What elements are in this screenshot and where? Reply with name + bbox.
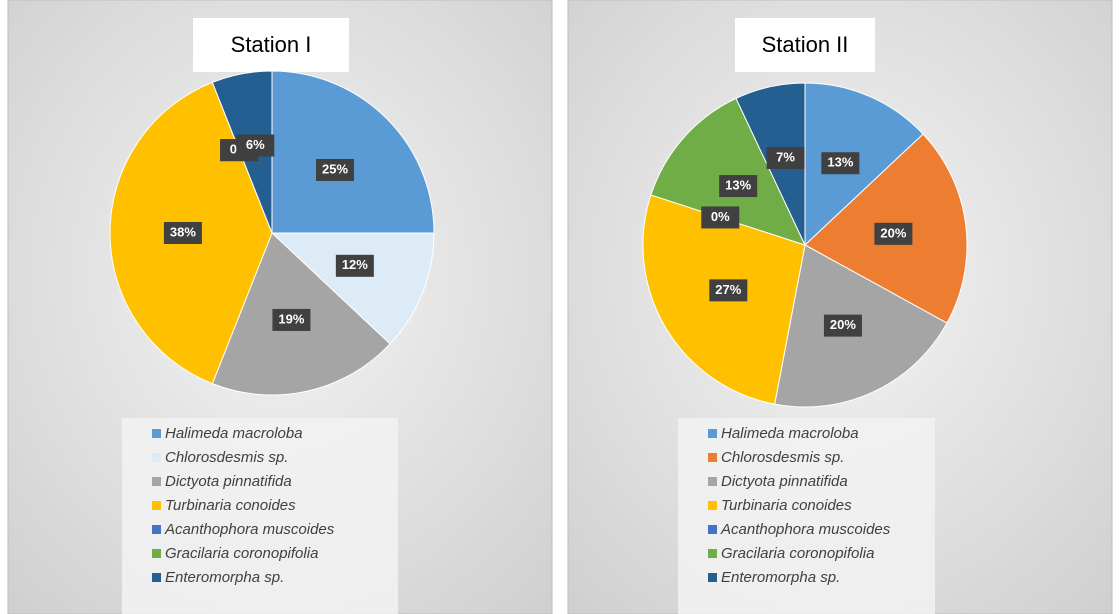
title-box xyxy=(735,18,875,72)
data-label-box xyxy=(272,308,311,331)
pie-slice xyxy=(270,232,435,345)
data-label-box xyxy=(701,206,740,229)
chart-title: Station I xyxy=(231,32,312,57)
data-label: 7% xyxy=(776,149,795,164)
data-label-box xyxy=(766,147,805,170)
data-label-box xyxy=(821,152,860,175)
legend-swatch xyxy=(708,477,717,486)
data-label-box xyxy=(719,175,758,198)
data-label: 25% xyxy=(322,161,348,176)
legend-label: Halimeda macroloba xyxy=(721,425,859,442)
legend-swatch xyxy=(152,429,161,438)
legend-label: Halimeda macroloba xyxy=(165,425,303,442)
legend-swatch xyxy=(708,453,717,462)
data-label: 6% xyxy=(246,137,265,152)
title-box xyxy=(193,18,349,72)
legend-swatch xyxy=(152,477,161,486)
legend-label: Gracilaria coronopifolia xyxy=(721,545,874,562)
legend-swatch xyxy=(152,525,161,534)
data-label-box xyxy=(874,222,913,245)
pie-slice xyxy=(271,70,435,234)
legend-label: Enteromorpha sp. xyxy=(165,569,284,586)
legend-label: Dictyota pinnatifida xyxy=(721,473,848,490)
legend-label: Turbinaria conoides xyxy=(721,497,852,514)
legend-label: Dictyota pinnatifida xyxy=(165,473,292,490)
legend-label: Enteromorpha sp. xyxy=(721,569,840,586)
data-label: 13% xyxy=(827,155,853,170)
data-label: 12% xyxy=(342,257,368,272)
legend-swatch xyxy=(708,429,717,438)
data-label: 38% xyxy=(170,224,196,239)
legend-swatch xyxy=(708,573,717,582)
legend-swatch xyxy=(708,525,717,534)
data-label-box xyxy=(709,279,748,302)
data-label-box xyxy=(163,222,202,244)
legend-swatch xyxy=(152,549,161,558)
data-label-box xyxy=(335,254,374,277)
legend-label: Chlorosdesmis sp. xyxy=(165,449,288,466)
legend-box xyxy=(122,418,398,614)
legend-label: Acanthophora muscoides xyxy=(164,521,335,538)
data-label: 20% xyxy=(830,317,856,332)
data-label: 0% xyxy=(711,209,730,224)
data-label-box xyxy=(236,134,275,157)
legend-label: Gracilaria coronopifolia xyxy=(165,545,318,562)
data-label: 19% xyxy=(278,311,304,326)
data-label-box xyxy=(316,158,355,181)
legend-swatch xyxy=(152,453,161,462)
data-label: 27% xyxy=(715,282,741,297)
pie-slice xyxy=(804,82,924,247)
data-label: 20% xyxy=(880,225,906,240)
legend-swatch xyxy=(152,573,161,582)
pie-slice xyxy=(650,97,806,246)
chart-title: Station II xyxy=(762,32,849,57)
legend-swatch xyxy=(152,501,161,510)
legend-label: Acanthophora muscoides xyxy=(720,521,891,538)
legend-swatch xyxy=(708,501,717,510)
data-label-box xyxy=(823,314,862,337)
data-label: 13% xyxy=(725,178,751,193)
legend-label: Turbinaria conoides xyxy=(165,497,296,514)
legend-label: Chlorosdesmis sp. xyxy=(721,449,844,466)
legend-swatch xyxy=(708,549,717,558)
legend-box xyxy=(678,418,935,614)
